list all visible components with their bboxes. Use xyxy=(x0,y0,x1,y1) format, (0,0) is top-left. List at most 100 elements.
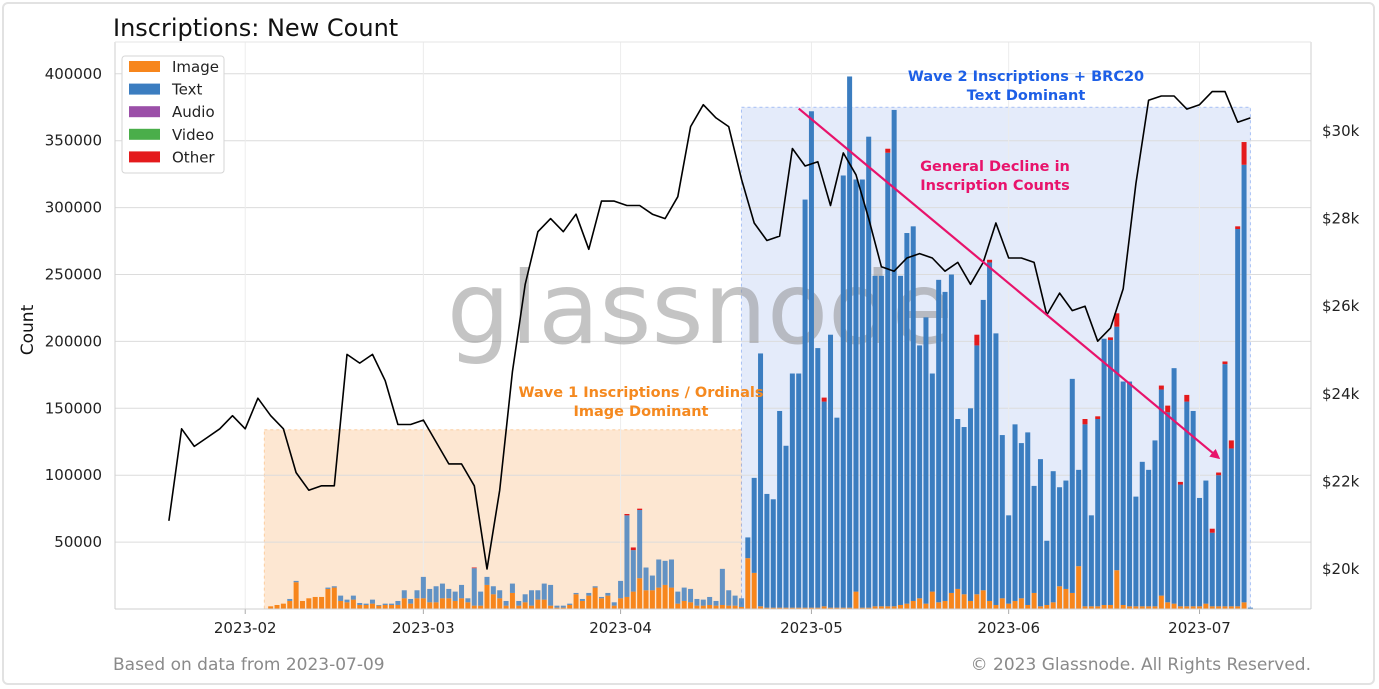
bar-segment-image xyxy=(605,595,611,609)
bar-2023-06-30 xyxy=(1190,410,1196,609)
bar-2023-05-27 xyxy=(974,334,980,609)
bar-segment-other xyxy=(637,508,643,510)
bar-segment-image xyxy=(732,605,738,609)
bar-2023-05-02 xyxy=(815,348,821,609)
bar-2023-06-14 xyxy=(1088,515,1094,609)
bar-2023-03-05 xyxy=(446,588,452,609)
bar-segment-text xyxy=(484,576,490,585)
bar-2023-05-06 xyxy=(840,175,846,609)
footer-copyright: © 2023 Glassnode. All Rights Reserved. xyxy=(971,655,1311,675)
wave2-annotation-line: Wave 2 Inscriptions + BRC20 xyxy=(908,69,1144,85)
bar-segment-text xyxy=(872,275,878,607)
footer-data-date: Based on data from 2023-07-09 xyxy=(113,655,385,675)
bar-segment-text xyxy=(942,291,948,601)
bar-2023-06-23 xyxy=(1146,469,1152,609)
bar-2023-04-17 xyxy=(719,568,725,609)
bar-segment-text xyxy=(548,584,554,606)
bar-2023-02-28 xyxy=(414,590,420,609)
bar-segment-image xyxy=(1107,604,1113,609)
bar-segment-image xyxy=(325,588,331,609)
bar-2023-03-27 xyxy=(586,592,592,609)
bar-segment-text xyxy=(1146,469,1152,607)
bar-segment-image xyxy=(828,607,834,609)
bar-2023-05-26 xyxy=(967,408,973,609)
bar-segment-text xyxy=(382,603,388,605)
bar-segment-text xyxy=(904,233,910,604)
bar-2023-02-25 xyxy=(395,600,401,609)
bar-segment-image xyxy=(764,607,770,609)
bar-segment-image xyxy=(598,598,604,609)
bar-segment-text xyxy=(1152,440,1158,607)
bar-segment-text xyxy=(694,598,700,606)
y-tick-label: 200000 xyxy=(45,332,102,350)
legend-label-audio: Audio xyxy=(172,103,215,121)
bar-2023-03-07 xyxy=(459,584,465,609)
bar-segment-image xyxy=(529,605,535,609)
y2-tick-label: $22k xyxy=(1322,472,1360,490)
bar-segment-text xyxy=(369,599,375,604)
bar-segment-text xyxy=(293,580,299,583)
bar-segment-text xyxy=(1120,381,1126,605)
bar-2023-06-27 xyxy=(1171,368,1177,609)
bar-segment-text xyxy=(516,600,522,606)
bar-segment-image xyxy=(783,607,789,609)
bar-segment-text xyxy=(732,595,738,606)
x-tick-label: 2023-03 xyxy=(392,619,455,637)
bar-segment-other xyxy=(1184,394,1190,402)
bar-segment-image xyxy=(1222,606,1228,609)
bar-segment-text xyxy=(700,599,706,606)
bar-segment-text xyxy=(350,595,356,600)
bar-segment-text xyxy=(452,591,458,601)
bar-2023-02-05 xyxy=(268,606,274,609)
bar-segment-text xyxy=(980,299,986,591)
bar-segment-text xyxy=(1031,485,1037,593)
bar-segment-text xyxy=(605,592,611,596)
bar-segment-text xyxy=(815,348,821,608)
bar-segment-image xyxy=(891,606,897,609)
bar-2023-02-06 xyxy=(274,604,280,609)
bar-segment-image xyxy=(872,606,878,609)
bar-segment-text xyxy=(465,598,471,603)
bar-segment-image xyxy=(312,596,318,609)
bar-2023-03-17 xyxy=(522,594,528,609)
bar-2023-05-15 xyxy=(898,275,904,609)
bar-segment-other xyxy=(1095,416,1101,420)
bar-segment-image xyxy=(1235,606,1241,609)
bar-segment-image xyxy=(433,602,439,609)
bar-segment-text xyxy=(878,275,884,607)
bar-segment-other xyxy=(1209,528,1215,533)
bar-2023-07-08 xyxy=(1241,142,1247,609)
bar-2023-03-14 xyxy=(503,600,509,609)
bar-segment-image xyxy=(898,604,904,609)
bar-2023-03-19 xyxy=(535,590,541,609)
bar-segment-image xyxy=(1044,604,1050,609)
bar-segment-text xyxy=(395,600,401,605)
bar-2023-04-03 xyxy=(630,547,636,609)
bar-segment-other xyxy=(1216,472,1222,476)
bar-2023-06-21 xyxy=(1133,496,1139,609)
legend-swatch-image xyxy=(129,61,160,72)
price-line xyxy=(168,90,1251,570)
y-tick-label: 250000 xyxy=(45,266,102,284)
bar-segment-text xyxy=(401,590,407,599)
bar-segment-text xyxy=(459,584,465,599)
bar-2023-05-11 xyxy=(872,275,878,609)
bar-segment-text xyxy=(1076,469,1082,567)
bar-2023-02-24 xyxy=(389,603,395,609)
bar-segment-image xyxy=(681,600,687,609)
legend: Image Text Audio Video Other xyxy=(121,55,225,174)
bar-2023-05-19 xyxy=(923,317,929,609)
bars xyxy=(268,76,1253,609)
bar-segment-text xyxy=(439,583,445,599)
bar-segment-other xyxy=(1228,440,1234,449)
bar-2023-05-17 xyxy=(910,226,916,609)
bar-2023-05-28 xyxy=(980,299,986,609)
bar-2023-02-07 xyxy=(280,603,286,609)
bar-segment-text xyxy=(1228,448,1234,607)
legend-swatch-text xyxy=(129,83,160,95)
bar-segment-text xyxy=(707,596,713,605)
bar-segment-image xyxy=(777,607,783,609)
bar-segment-other xyxy=(1241,142,1247,165)
bar-segment-other xyxy=(885,148,891,153)
bar-2023-04-07 xyxy=(656,559,662,609)
